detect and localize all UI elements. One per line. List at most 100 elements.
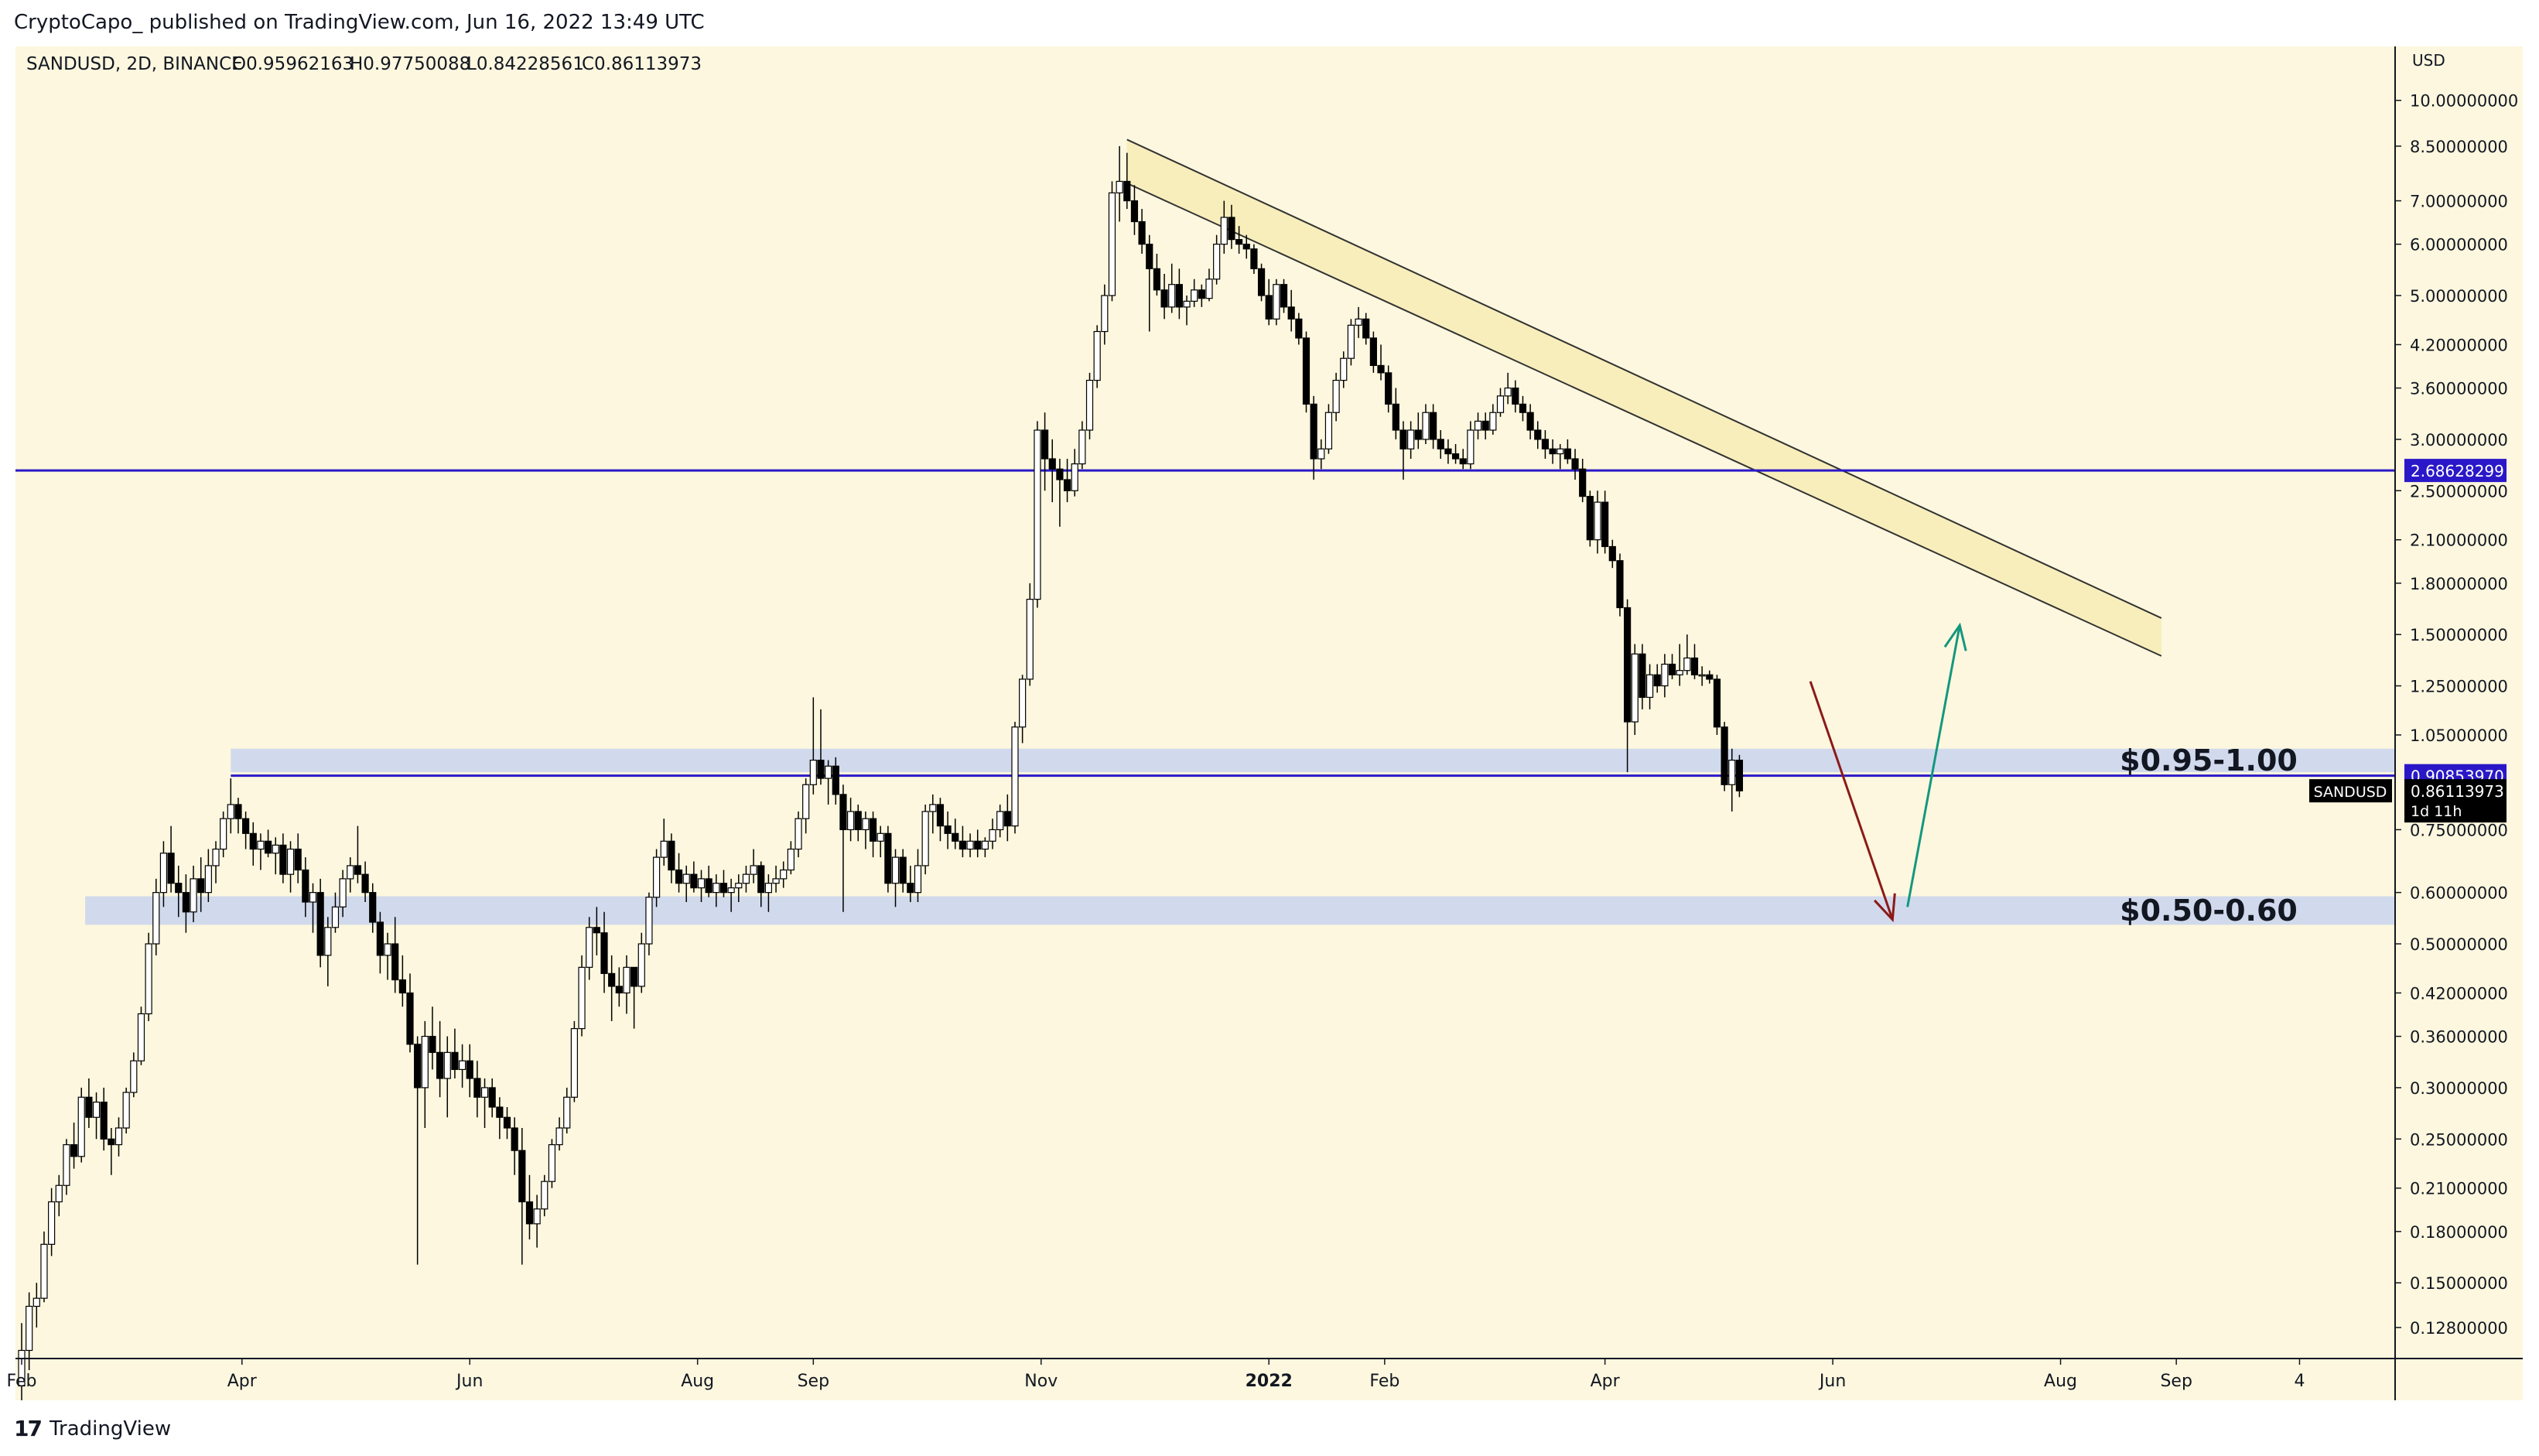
symbol-tag-box: [2309, 779, 2392, 803]
candle: [1138, 209, 1146, 254]
x-tick-label: Feb: [1369, 1372, 1399, 1391]
candle-body: [974, 840, 982, 850]
candle-body: [959, 840, 967, 850]
candle: [242, 811, 250, 849]
candle-body: [600, 932, 608, 974]
candle-body: [63, 1144, 70, 1186]
candle: [952, 819, 959, 849]
tradingview-logo[interactable]: 17: [14, 1416, 43, 1441]
channel-lower-line: [1126, 182, 2162, 657]
candle: [1332, 372, 1340, 422]
candle: [190, 865, 197, 922]
candle-body: [167, 853, 175, 884]
candle: [1160, 273, 1168, 320]
candle-body: [1108, 192, 1116, 296]
candle-body: [795, 818, 802, 850]
candle-body: [1713, 678, 1721, 728]
candle: [1123, 152, 1131, 210]
candle-body: [145, 943, 152, 1015]
y-tick-label: 0.30000000: [2410, 1079, 2508, 1098]
candle-body: [130, 1060, 138, 1093]
candle-body: [690, 873, 698, 889]
candle-body: [1146, 244, 1153, 269]
candle: [212, 841, 220, 884]
x-tick-label: Aug: [681, 1372, 714, 1391]
candle: [1220, 200, 1228, 254]
x-tick-label: 2022: [1246, 1372, 1293, 1391]
candle: [660, 819, 668, 866]
y-tick-label: 7.00000000: [2410, 193, 2508, 211]
y-tick-label: 0.42000000: [2410, 984, 2508, 1003]
candle: [1534, 421, 1542, 449]
price-axis[interactable]: 10.00000000 8.50000000 7.00000000 6.0000000…: [2395, 92, 2518, 1338]
candle-body: [1474, 420, 1482, 431]
y-tick-label: 0.21000000: [2410, 1180, 2508, 1198]
candle-body: [846, 811, 855, 831]
candle: [1444, 439, 1452, 464]
candle: [989, 819, 996, 849]
candle: [1011, 722, 1019, 834]
candle: [936, 798, 945, 842]
close-value: C0.86113973: [582, 54, 702, 74]
candle: [891, 849, 900, 907]
candle-body: [772, 878, 780, 884]
candle: [525, 1174, 534, 1240]
candle-body: [944, 825, 952, 834]
candle-body: [1123, 180, 1131, 202]
candle: [40, 1231, 48, 1303]
candle-body: [421, 1035, 429, 1089]
candle: [451, 1028, 459, 1078]
high-value: H0.97750088: [350, 54, 471, 74]
candle-body: [682, 873, 690, 884]
candle: [1101, 284, 1109, 345]
candle-body: [697, 878, 706, 889]
tradingview-brand[interactable]: TradingView: [50, 1417, 172, 1441]
candle: [1377, 344, 1385, 381]
candle-body: [1601, 501, 1609, 548]
candle-body: [264, 840, 272, 854]
candle-body: [623, 966, 630, 994]
candle: [1191, 279, 1198, 307]
candle: [1601, 490, 1609, 554]
candle: [1265, 279, 1273, 326]
candle-body: [764, 883, 773, 894]
candle: [175, 865, 183, 918]
candle-body: [376, 921, 384, 956]
x-tick-label: Apr: [227, 1372, 258, 1391]
candle-body: [780, 869, 788, 880]
descending-channel: [1126, 138, 2162, 657]
candle-body: [406, 992, 414, 1045]
candle-body: [862, 818, 870, 831]
candle: [436, 1020, 444, 1098]
candle-body: [1011, 726, 1019, 827]
candle-body: [451, 1051, 459, 1071]
candle-body: [1026, 599, 1034, 680]
candle: [1168, 263, 1176, 313]
candle: [26, 1292, 33, 1371]
y-tick-label: 5.00000000: [2410, 287, 2508, 306]
candle: [1526, 404, 1534, 439]
candle-body: [466, 1060, 473, 1079]
candle: [1631, 644, 1639, 735]
candle: [690, 861, 698, 893]
last-price-badge: 0.86113973 1d 11h: [2404, 779, 2507, 823]
candle-body: [1451, 453, 1460, 460]
candle: [473, 1061, 481, 1118]
axis-unit-label: USD: [2412, 51, 2445, 70]
candle: [159, 841, 168, 907]
candle: [1250, 244, 1258, 274]
candle: [1183, 296, 1191, 326]
y-tick-label: 0.15000000: [2410, 1274, 2508, 1293]
time-axis[interactable]: Feb Apr Jun Aug Sep Nov 2022 Feb Apr Jun Aug Sep 4: [7, 1359, 2305, 1391]
candle: [645, 892, 653, 955]
candle-body: [1430, 412, 1437, 440]
candle-body: [1332, 379, 1340, 413]
symbol-legend[interactable]: SANDUSD, 2D, BINANCE: [26, 54, 243, 74]
candle-body: [570, 1027, 578, 1098]
candle: [1676, 644, 1683, 686]
candle: [1213, 234, 1221, 285]
candle-body: [309, 892, 317, 903]
candle: [697, 870, 706, 902]
candle-body: [1698, 674, 1706, 677]
